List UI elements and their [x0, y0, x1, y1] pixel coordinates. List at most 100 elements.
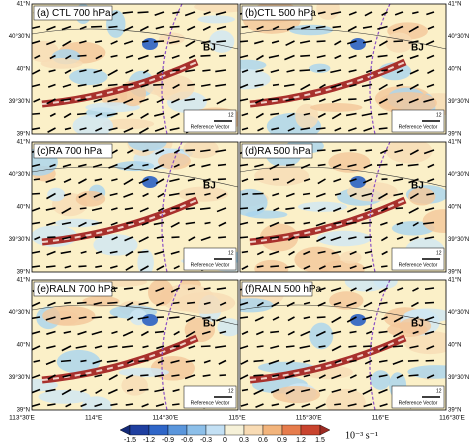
wind-vector: [408, 25, 419, 33]
lat-label: 39°30'N: [448, 99, 469, 105]
wind-vector: [216, 40, 227, 43]
wind-vector: [45, 265, 56, 268]
wind-vector: [378, 374, 388, 378]
wind-vector: [32, 388, 41, 394]
wind-vector: [78, 192, 87, 199]
wind-vector: [185, 359, 196, 363]
wind-vector: [334, 359, 342, 364]
wind-vector: [110, 207, 118, 211]
wind-vector: [303, 374, 311, 378]
wind-vector: [62, 40, 72, 47]
wind-vector: [286, 25, 295, 31]
city-label: BJ: [411, 319, 424, 330]
wind-vector: [32, 112, 41, 115]
wind-vector: [393, 316, 404, 323]
wind-vector: [299, 236, 311, 239]
wind-vector: [301, 25, 311, 30]
lon-label: 115°E: [228, 414, 246, 422]
wind-vector: [187, 301, 196, 305]
wind-vector: [334, 127, 342, 132]
wind-vector: [46, 345, 56, 349]
wind-vector: [91, 316, 103, 319]
wind-vector: [142, 40, 149, 43]
wind-vector: [349, 192, 357, 198]
wind-vector: [396, 221, 404, 226]
wind-vector: [200, 236, 211, 242]
wind-vector: [125, 374, 134, 380]
wind-vector: [110, 40, 118, 45]
wind-vector: [93, 98, 103, 103]
wind-vector: [47, 403, 56, 407]
wind-vector: [426, 374, 435, 379]
vorticity-blob: [194, 4, 238, 13]
wind-vector: [45, 359, 56, 366]
wind-vector: [63, 330, 72, 334]
colorbar-tick-label: 0.6: [258, 437, 268, 444]
wind-vector: [78, 178, 87, 185]
vorticity-core: [142, 176, 158, 188]
wind-vector: [63, 192, 72, 197]
vorticity-blob: [387, 322, 428, 338]
wind-vector: [203, 11, 211, 16]
wind-vector: [219, 330, 227, 334]
colorbar-segment: [243, 424, 264, 436]
wind-vector: [315, 330, 326, 337]
wind-vector: [363, 98, 373, 102]
wind-vector: [107, 98, 118, 103]
reference-box: [183, 247, 237, 271]
vorticity-core: [142, 38, 158, 50]
wind-vector: [254, 83, 264, 87]
colorbar-segment: [129, 424, 150, 436]
colorbar-tick-label: -0.9: [162, 437, 174, 444]
wind-vector: [241, 265, 249, 270]
wind-vector: [380, 207, 388, 212]
wind-vector: [426, 192, 435, 196]
wind-vector: [331, 149, 342, 152]
vorticity-blob: [245, 210, 288, 219]
wind-vector: [139, 25, 149, 32]
wind-vector: [110, 221, 118, 226]
wind-vector: [65, 54, 72, 60]
wind-vector: [240, 221, 249, 226]
wind-vector: [408, 98, 419, 104]
wind-vector: [62, 163, 72, 168]
wind-vector: [91, 221, 103, 226]
wind-vector: [334, 40, 342, 46]
wind-vector: [303, 207, 311, 210]
wind-vector: [426, 54, 435, 60]
wind-vector: [172, 403, 180, 406]
panel-label: (e)RALN 700 hPa: [37, 284, 116, 295]
wind-vector: [156, 345, 165, 350]
wind-vector: [364, 11, 373, 17]
wind-vector: [185, 221, 196, 225]
lat-label: 39°N: [17, 408, 30, 414]
wind-vector: [107, 388, 118, 395]
wind-vector: [286, 112, 295, 118]
wind-vector: [157, 359, 165, 364]
wind-vector: [396, 98, 404, 103]
wind-vector: [331, 388, 342, 393]
wind-vector: [140, 112, 149, 119]
vorticity-blob: [373, 280, 398, 289]
wind-vector: [202, 98, 211, 102]
vorticity-blob: [316, 4, 340, 20]
wind-vector: [347, 403, 357, 407]
wind-vector: [172, 301, 180, 305]
reference-label: Reference Vector: [399, 262, 438, 268]
wind-vector: [156, 301, 165, 307]
wind-vector: [185, 207, 196, 211]
wind-vector: [241, 69, 249, 73]
wind-vector: [187, 83, 196, 87]
wind-vector: [216, 25, 227, 30]
wind-vector: [256, 250, 264, 256]
wind-vector: [240, 163, 249, 167]
wind-vector: [317, 11, 326, 15]
wind-vector: [142, 345, 149, 349]
wind-vector: [409, 345, 419, 349]
wind-vector: [141, 403, 149, 408]
wind-vector: [349, 178, 357, 183]
wind-vector: [364, 359, 373, 365]
wind-vector: [200, 40, 211, 45]
wind-vector: [80, 403, 87, 408]
